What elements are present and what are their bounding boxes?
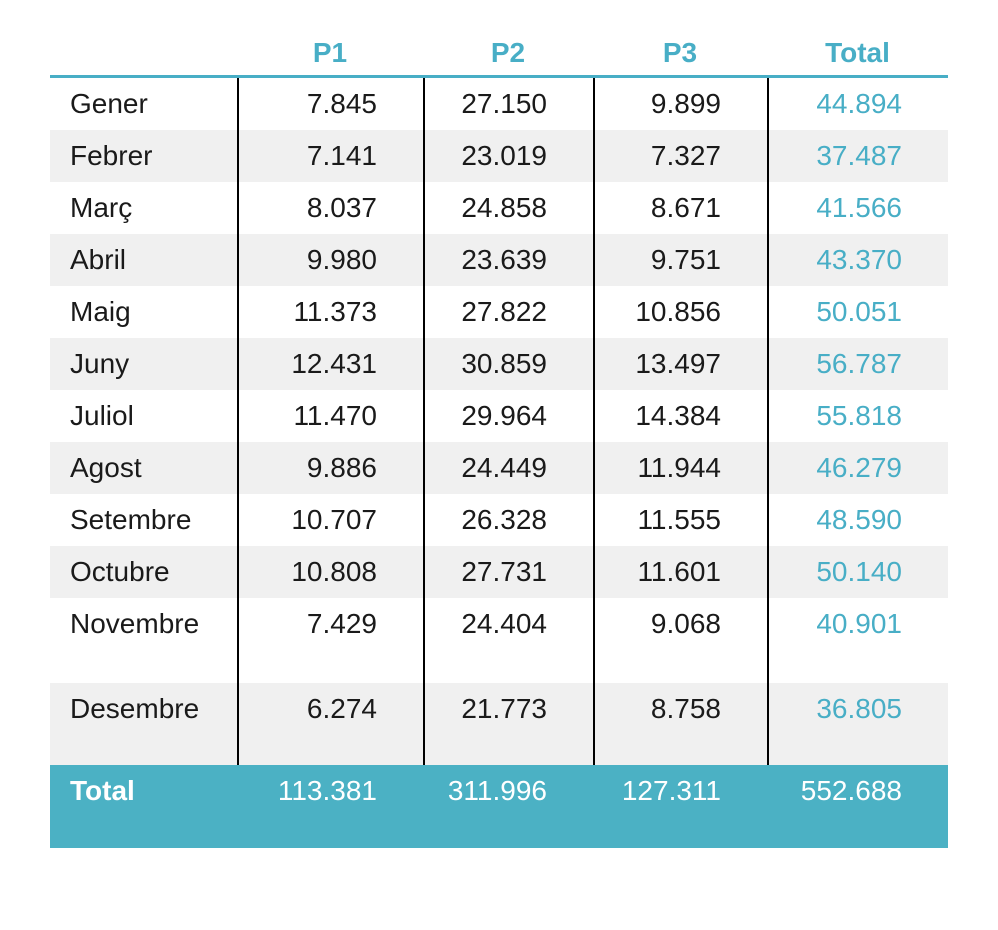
table-row: Setembre 10.707 26.328 11.555 48.590 [50,494,948,546]
p1-value-cell: 10.808 [237,546,423,598]
table-row: Febrer 7.141 23.019 7.327 37.487 [50,130,948,182]
p1-value-cell: 7.429 [237,598,423,650]
month-cell: Setembre [70,504,192,535]
row-total-cell: 37.487 [767,130,948,182]
p3-value-cell: 14.384 [593,390,767,442]
p3-value-cell: 7.327 [593,130,767,182]
p2-value-cell: 24.858 [423,182,593,234]
p2-value-cell: 24.404 [423,598,593,650]
p2-value-cell: 27.822 [423,286,593,338]
p1-value-cell: 11.373 [237,286,423,338]
row-total-cell: 55.818 [767,390,948,442]
row-total-cell: 43.370 [767,234,948,286]
p3-value-cell: 11.555 [593,494,767,546]
month-cell: Juny [70,348,130,379]
p2-value-cell: 23.019 [423,130,593,182]
table-header-row: P1 P2 P3 Total [50,28,948,78]
row-total-cell: 50.140 [767,546,948,598]
total-p1-cell: 113.381 [277,775,377,806]
table-body: Gener 7.845 27.150 9.899 44.894 Febrer 7… [50,78,948,765]
row-total-cell: 56.787 [767,338,948,390]
p3-value-cell: 9.068 [593,598,767,650]
p2-value-cell: 24.449 [423,442,593,494]
column-header-p2: P2 [490,37,526,68]
p1-value-cell: 6.274 [237,650,423,765]
month-cell: Desembre [70,693,200,724]
p1-value-cell: 11.470 [237,390,423,442]
p2-value-cell: 27.731 [423,546,593,598]
table-row: Juliol 11.470 29.964 14.384 55.818 [50,390,948,442]
table-row: Gener 7.845 27.150 9.899 44.894 [50,78,948,130]
table-row: Desembre 6.274 21.773 8.758 36.805 [50,650,948,765]
month-cell: Gener [70,88,148,119]
table-row: Maig 11.373 27.822 10.856 50.051 [50,286,948,338]
p3-value-cell: 11.944 [593,442,767,494]
p2-value-cell: 29.964 [423,390,593,442]
total-row: Total 113.381 311.996 127.311 552.688 [50,765,948,848]
row-total-cell: 36.805 [767,650,948,765]
p1-value-cell: 9.886 [237,442,423,494]
column-header-p3: P3 [662,37,698,68]
p3-value-cell: 8.758 [593,650,767,765]
p3-value-cell: 11.601 [593,546,767,598]
corner-cell [50,28,237,78]
p1-value-cell: 7.845 [237,78,423,130]
p3-value-cell: 9.899 [593,78,767,130]
p2-value-cell: 23.639 [423,234,593,286]
month-cell: Abril [70,244,127,275]
month-cell: Maig [70,296,131,327]
monthly-consumption-table: P1 P2 P3 Total Gener 7.845 27.150 9.899 … [50,28,948,848]
total-grand-cell: 552.688 [800,775,902,806]
p1-value-cell: 10.707 [237,494,423,546]
column-header-total: Total [825,37,890,68]
p1-value-cell: 12.431 [237,338,423,390]
table-row: Març 8.037 24.858 8.671 41.566 [50,182,948,234]
p3-value-cell: 8.671 [593,182,767,234]
p2-value-cell: 21.773 [423,650,593,765]
p1-value-cell: 7.141 [237,130,423,182]
total-p2-cell: 311.996 [447,775,547,806]
row-total-cell: 41.566 [767,182,948,234]
row-total-cell: 46.279 [767,442,948,494]
table-row: Juny 12.431 30.859 13.497 56.787 [50,338,948,390]
table-row: Novembre 7.429 24.404 9.068 40.901 [50,598,948,650]
month-cell: Març [70,192,133,223]
month-cell: Novembre [70,608,200,639]
month-cell: Juliol [70,400,134,431]
row-total-cell: 48.590 [767,494,948,546]
month-cell: Febrer [70,140,153,171]
column-header-p1: P1 [312,37,348,68]
p2-value-cell: 26.328 [423,494,593,546]
p1-value-cell: 9.980 [237,234,423,286]
p3-value-cell: 10.856 [593,286,767,338]
month-cell: Agost [70,452,142,483]
p1-value-cell: 8.037 [237,182,423,234]
p2-value-cell: 30.859 [423,338,593,390]
p3-value-cell: 9.751 [593,234,767,286]
total-p3-cell: 127.311 [621,775,721,806]
row-total-cell: 50.051 [767,286,948,338]
table-row: Abril 9.980 23.639 9.751 43.370 [50,234,948,286]
table-row: Octubre 10.808 27.731 11.601 50.140 [50,546,948,598]
total-row-label: Total [70,775,135,806]
p3-value-cell: 13.497 [593,338,767,390]
month-cell: Octubre [70,556,170,587]
row-total-cell: 40.901 [767,598,948,650]
row-total-cell: 44.894 [767,78,948,130]
p2-value-cell: 27.150 [423,78,593,130]
table-row: Agost 9.886 24.449 11.944 46.279 [50,442,948,494]
